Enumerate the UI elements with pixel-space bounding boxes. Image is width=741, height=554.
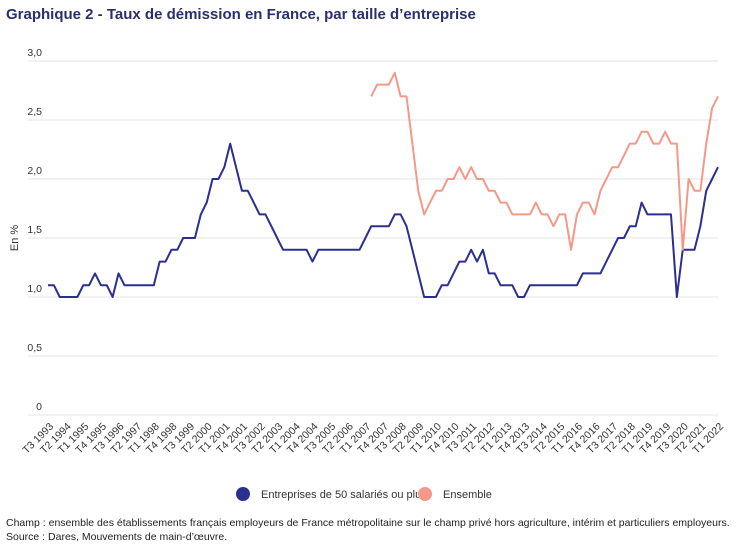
legend-marker [418,487,432,501]
note: Champ : ensemble des établissements fran… [6,517,730,529]
note: Source : Dares, Mouvements de main-d’œuv… [6,531,227,543]
line-series [48,142,719,298]
y-tick-label: 2,5 [27,106,42,118]
legend-label: Entreprises de 50 salariés ou plus [261,489,427,501]
y-tick-label: 3,0 [27,47,42,59]
line-series [370,71,719,251]
legend-marker [236,487,250,501]
legend-label: Ensemble [443,489,492,501]
y-tick-label: 0,5 [27,342,42,354]
y-axis-label: En % [9,225,21,252]
y-tick-label: 2,0 [27,165,42,177]
chart-title: Graphique 2 - Taux de démission en Franc… [6,6,476,23]
y-tick-label: 0 [36,401,42,413]
y-tick-label: 1,0 [27,283,42,295]
y-tick-label: 1,5 [27,224,42,236]
